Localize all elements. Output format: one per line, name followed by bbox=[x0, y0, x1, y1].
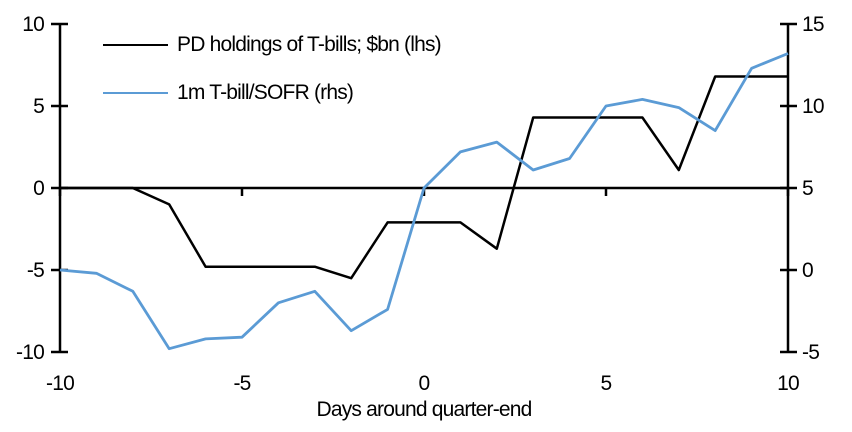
right-axis-tick-label: 10 bbox=[802, 95, 824, 118]
x-axis-title: Days around quarter-end bbox=[316, 398, 532, 421]
x-axis-tick-label: -5 bbox=[233, 372, 250, 395]
legend-item-1m-tbill-sofr: 1m T-bill/SOFR (rhs) bbox=[103, 78, 441, 108]
x-axis-tick-label: -10 bbox=[46, 372, 74, 395]
left-axis-tick-label: 0 bbox=[33, 177, 44, 200]
series-line-1m-tbill-sofr bbox=[59, 52, 789, 351]
series-line-pd-holdings bbox=[60, 75, 788, 280]
right-axis-tick-label: 0 bbox=[802, 259, 813, 282]
legend-label-pd-holdings: PD holdings of T-bills; $bn (lhs) bbox=[177, 33, 442, 56]
x-axis-tick-label: 10 bbox=[777, 372, 799, 395]
x-axis-tick-label: 0 bbox=[419, 372, 430, 395]
right-axis-tick-label: 15 bbox=[802, 13, 824, 36]
legend-item-pd-holdings: PD holdings of T-bills; $bn (lhs) bbox=[103, 30, 442, 60]
left-axis-tick-label: -5 bbox=[27, 259, 44, 282]
right-axis-tick-label: 5 bbox=[802, 177, 813, 200]
legend: PD holdings of T-bills; $bn (lhs) 1m T-b… bbox=[103, 30, 442, 126]
legend-line-sample-pd-holdings bbox=[103, 44, 168, 46]
legend-line-sample-1m-tbill-sofr bbox=[103, 92, 168, 94]
legend-label-1m-tbill-sofr: 1m T-bill/SOFR (rhs) bbox=[177, 81, 354, 104]
left-axis-tick-label: 10 bbox=[22, 13, 44, 36]
right-axis-tick-label: -5 bbox=[802, 341, 819, 364]
left-axis-tick-label: -10 bbox=[16, 341, 44, 364]
left-axis-tick-label: 5 bbox=[33, 95, 44, 118]
x-axis-tick-label: 5 bbox=[601, 372, 612, 395]
